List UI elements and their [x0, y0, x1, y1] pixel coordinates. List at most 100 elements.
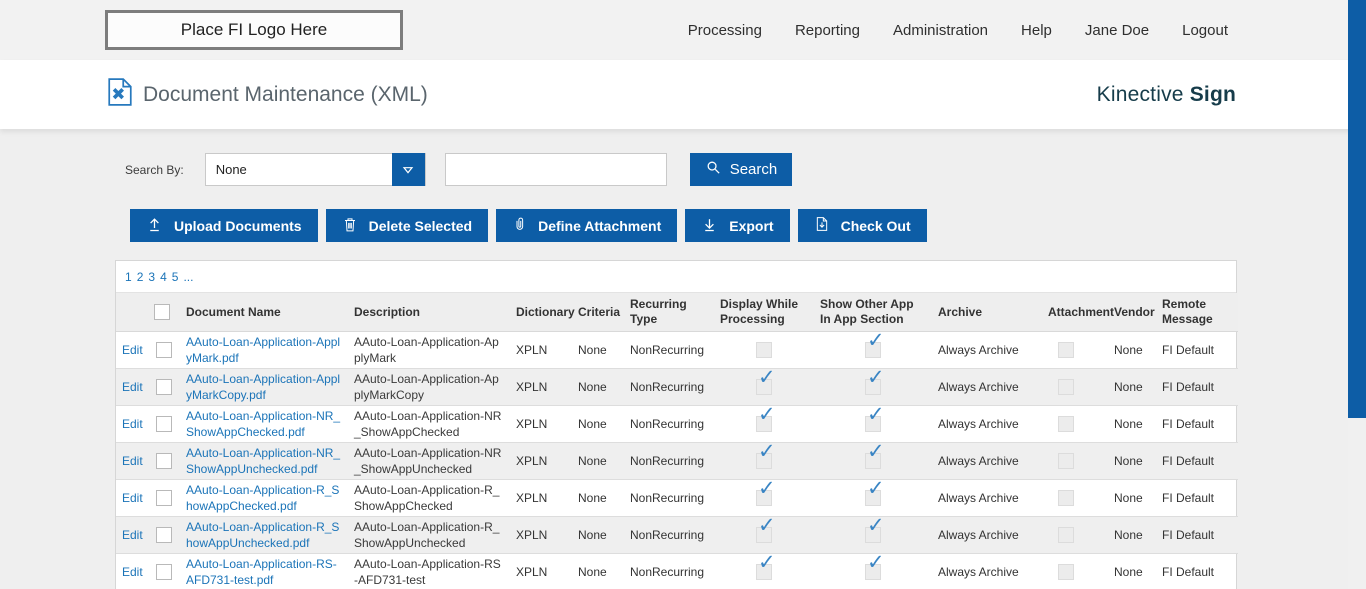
table-row: Edit AAuto-Loan-Application-ApplyMark.pd… — [116, 331, 1238, 369]
upload-documents-button[interactable]: Upload Documents — [130, 209, 318, 242]
document-name-link[interactable]: AAuto-Loan-Application-R_ShowAppUnchecke… — [186, 520, 340, 550]
button-label: Export — [729, 217, 774, 234]
action-toolbar: Upload Documents Delete Selected Define At… — [130, 209, 1366, 242]
button-label: Upload Documents — [174, 217, 302, 234]
page-scrollbar-thumb[interactable] — [1348, 0, 1366, 418]
show-other-app-checkbox — [865, 555, 885, 581]
show-other-app-header: Show Other App In App Section — [814, 293, 932, 332]
description-cell: AAuto-Loan-Application-R_ShowAppUnchecke… — [348, 516, 510, 554]
document-name-link[interactable]: AAuto-Loan-Application-R_ShowAppChecked.… — [186, 483, 340, 513]
edit-link[interactable]: Edit — [122, 343, 143, 357]
export-button[interactable]: Export — [685, 209, 790, 242]
page-link-3[interactable]: 3 — [148, 270, 156, 284]
attachment-checkbox — [1058, 416, 1074, 433]
criteria-cell: None — [572, 516, 624, 554]
row-checkbox[interactable] — [156, 564, 172, 581]
page-link-4[interactable]: 4 — [160, 270, 167, 284]
documents-card: 1 2 3 4 5... Document Name Description Dicti… — [115, 260, 1238, 589]
criteria-cell: None — [572, 442, 624, 480]
edit-link[interactable]: Edit — [122, 528, 143, 542]
criteria-header: Criteria — [572, 293, 624, 332]
row-checkbox[interactable] — [156, 453, 172, 470]
criteria-cell: None — [572, 405, 624, 443]
display-while-processing-checkbox — [756, 518, 776, 544]
page-ellipsis: ... — [183, 270, 194, 284]
nav-processing[interactable]: Processing — [687, 21, 762, 39]
archive-cell: Always Archive — [932, 368, 1042, 406]
remote-message-cell: FI Default — [1156, 442, 1238, 480]
search-by-dropdown-value: None — [215, 162, 247, 177]
attachment-checkbox — [1058, 453, 1074, 470]
description-cell: AAuto-Loan-Application-NR_ShowAppChecked — [348, 405, 510, 443]
page-header: Document Maintenance (XML) Kinective Sig… — [0, 60, 1366, 129]
description-cell: AAuto-Loan-Application-ApplyMarkCopy — [348, 368, 510, 406]
recurring-type-cell: NonRecurring — [624, 405, 714, 443]
archive-cell: Always Archive — [932, 442, 1042, 480]
description-cell: AAuto-Loan-Application-ApplyMark — [348, 331, 510, 369]
select-all-checkbox[interactable] — [154, 304, 170, 320]
edit-link[interactable]: Edit — [122, 454, 143, 468]
nav-administration[interactable]: Administration — [892, 21, 989, 39]
display-while-processing-checkbox — [756, 555, 776, 581]
nav-reporting[interactable]: Reporting — [794, 21, 860, 39]
archive-cell: Always Archive — [932, 331, 1042, 369]
criteria-cell: None — [572, 331, 624, 369]
document-name-link[interactable]: AAuto-Loan-Application-RS-AFD731-test.pd… — [186, 557, 337, 587]
delete-selected-button[interactable]: Delete Selected — [325, 209, 489, 242]
description-header: Description — [348, 293, 510, 332]
edit-link[interactable]: Edit — [122, 565, 143, 579]
trash-icon — [342, 216, 358, 236]
top-bar: Place FI Logo Here Processing Reporting Ad… — [0, 0, 1366, 60]
attachment-checkbox — [1058, 527, 1074, 544]
show-other-app-checkbox — [865, 518, 885, 544]
chevron-down-icon[interactable] — [391, 153, 425, 186]
document-name-link[interactable]: AAuto-Loan-Application-ApplyMarkCopy.pdf — [186, 372, 341, 402]
fi-logo-text: Place FI Logo Here — [180, 20, 328, 39]
recurring-type-cell: NonRecurring — [624, 368, 714, 406]
archive-cell: Always Archive — [932, 553, 1042, 589]
display-while-processing-checkbox — [756, 444, 776, 470]
edit-link[interactable]: Edit — [122, 380, 143, 394]
brand-logo: Kinective Sign — [1097, 83, 1366, 107]
page-link-2[interactable]: 2 — [136, 270, 144, 284]
nav-jane-doe[interactable]: Jane Doe — [1084, 21, 1150, 39]
dictionary-cell: XPLN — [510, 405, 572, 443]
remote-message-cell: FI Default — [1156, 405, 1238, 443]
vendor-header: Vendor — [1108, 293, 1156, 332]
table-row: Edit AAuto-Loan-Application-R_ShowAppChe… — [116, 479, 1238, 517]
search-by-dropdown[interactable]: None — [204, 153, 426, 186]
row-checkbox[interactable] — [156, 342, 172, 359]
check-out-button[interactable]: Check Out — [797, 209, 927, 242]
archive-cell: Always Archive — [932, 479, 1042, 517]
nav-help[interactable]: Help — [1021, 21, 1052, 39]
show-other-app-checkbox — [865, 370, 885, 396]
page-link-5[interactable]: 5 — [171, 270, 179, 284]
document-name-link[interactable]: AAuto-Loan-Application-ApplyMark.pdf — [186, 335, 341, 365]
display-while-processing-checkbox — [756, 407, 776, 433]
page-link-1[interactable]: 1 — [125, 270, 132, 284]
edit-link[interactable]: Edit — [122, 491, 143, 505]
remote-message-cell: FI Default — [1156, 368, 1238, 406]
row-checkbox[interactable] — [156, 490, 172, 507]
recurring-type-cell: NonRecurring — [624, 442, 714, 480]
dictionary-cell: XPLN — [510, 553, 572, 589]
archive-header: Archive — [932, 293, 1042, 332]
fi-logo-placeholder: Place FI Logo Here — [105, 10, 403, 50]
nav-logout[interactable]: Logout — [1182, 21, 1228, 39]
show-other-app-checkbox — [865, 481, 885, 507]
document-name-link[interactable]: AAuto-Loan-Application-NR_ShowAppChecked… — [186, 409, 341, 439]
row-checkbox[interactable] — [156, 527, 172, 544]
search-button[interactable]: Search — [689, 153, 793, 186]
document-name-link[interactable]: AAuto-Loan-Application-NR_ShowAppUncheck… — [186, 446, 341, 476]
row-checkbox[interactable] — [156, 416, 172, 433]
row-checkbox[interactable] — [156, 379, 172, 396]
remote-message-cell: FI Default — [1156, 553, 1238, 589]
button-label: Delete Selected — [368, 217, 473, 234]
description-cell: AAuto-Loan-Application-R_ShowAppChecked — [348, 479, 510, 517]
search-by-label: Search By: — [125, 162, 184, 177]
define-attachment-button[interactable]: Define Attachment — [496, 209, 678, 242]
search-input[interactable] — [444, 153, 667, 186]
xml-document-icon — [108, 78, 132, 111]
table-row: Edit AAuto-Loan-Application-RS-AFD731-te… — [116, 553, 1238, 589]
edit-link[interactable]: Edit — [122, 417, 143, 431]
